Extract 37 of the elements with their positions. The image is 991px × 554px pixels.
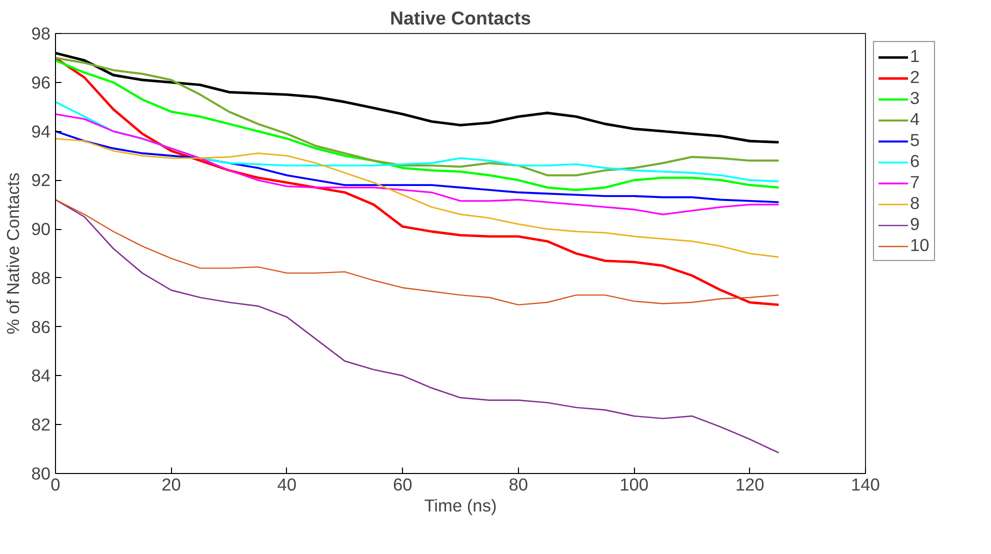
y-tick-label: 82	[31, 414, 51, 435]
y-tick-label: 98	[31, 24, 51, 44]
y-tick-label: 84	[31, 366, 51, 386]
x-tick-label: 60	[393, 474, 412, 494]
x-tick-label: 80	[508, 474, 528, 494]
legend-label: 9	[910, 214, 921, 235]
y-tick-label: 86	[31, 316, 51, 337]
x-axis-title: Time (ns)	[424, 496, 497, 516]
x-tick-label: 120	[735, 474, 764, 494]
line-series	[56, 199, 780, 306]
chart-title: Native Contacts	[390, 8, 531, 28]
y-tick-label: 88	[31, 268, 51, 288]
legend-label: 7	[910, 172, 921, 193]
y-tick-label: 92	[31, 170, 51, 190]
legend-label: 1	[910, 46, 921, 67]
line-series	[56, 113, 780, 216]
line-series	[56, 199, 780, 454]
y-tick-label: 90	[31, 219, 51, 240]
line-series	[56, 130, 780, 204]
x-tick-label: 100	[620, 474, 649, 494]
legend-label: 5	[910, 130, 921, 151]
y-tick-label: 94	[31, 121, 51, 142]
y-axis-title: % of Native Contacts	[3, 172, 24, 334]
legend-label: 3	[910, 88, 921, 109]
legend-label: 4	[910, 109, 921, 130]
x-tick-label: 20	[162, 474, 181, 494]
line-series	[56, 138, 780, 258]
line-series	[56, 101, 780, 182]
y-tick-label: 96	[31, 72, 51, 92]
legend-label: 6	[910, 151, 921, 172]
x-tick-label: 140	[851, 474, 880, 494]
legend-label: 8	[910, 193, 921, 214]
line-series	[56, 56, 780, 306]
legend-label: 10	[910, 235, 930, 256]
x-tick-label: 0	[50, 474, 60, 494]
x-tick-label: 40	[277, 474, 297, 494]
legend-label: 2	[910, 67, 921, 88]
